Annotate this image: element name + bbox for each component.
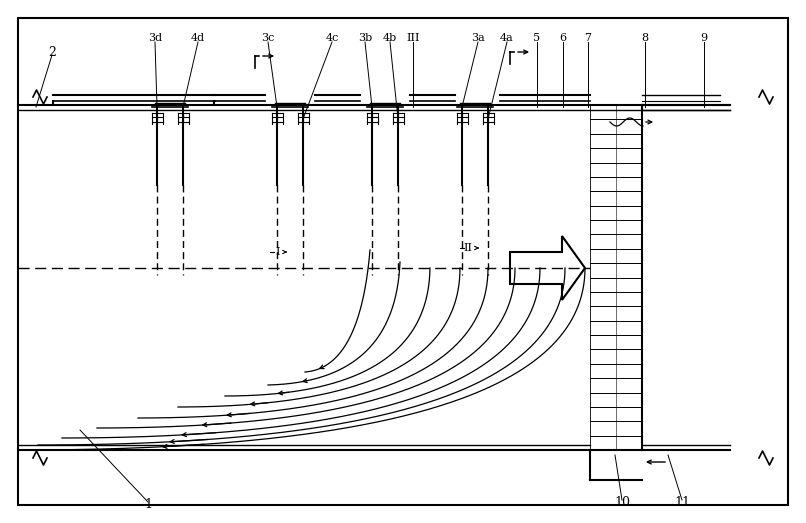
Bar: [590, 306, 642, 321]
Text: 8: 8: [642, 33, 649, 43]
Bar: [590, 292, 642, 306]
Bar: [590, 134, 642, 148]
Text: 3c: 3c: [261, 33, 275, 43]
Bar: [590, 105, 642, 119]
Bar: [590, 407, 642, 421]
Text: 6: 6: [559, 33, 567, 43]
Bar: [590, 148, 642, 163]
Polygon shape: [510, 236, 585, 300]
Bar: [590, 206, 642, 220]
Bar: [590, 436, 642, 450]
Text: I: I: [276, 247, 280, 257]
Bar: [590, 191, 642, 206]
Bar: [590, 278, 642, 292]
Bar: [590, 349, 642, 364]
Text: 11: 11: [674, 496, 690, 509]
Bar: [590, 177, 642, 191]
Text: 2: 2: [48, 46, 56, 59]
Text: 4c: 4c: [326, 33, 339, 43]
Text: 4b: 4b: [383, 33, 397, 43]
Text: 10: 10: [614, 496, 630, 509]
Text: II: II: [463, 243, 472, 253]
Text: 1: 1: [144, 498, 152, 511]
Bar: [590, 263, 642, 278]
Bar: [590, 378, 642, 392]
Bar: [590, 364, 642, 378]
Bar: [590, 234, 642, 249]
Text: 4d: 4d: [191, 33, 205, 43]
Text: 7: 7: [584, 33, 592, 43]
Text: 3a: 3a: [472, 33, 485, 43]
Bar: [590, 392, 642, 407]
Text: 3b: 3b: [358, 33, 372, 43]
Text: 5: 5: [534, 33, 541, 43]
Bar: [590, 421, 642, 436]
Text: 9: 9: [700, 33, 708, 43]
Bar: [590, 335, 642, 349]
Text: III: III: [406, 33, 420, 43]
Text: 3d: 3d: [148, 33, 162, 43]
Bar: [590, 321, 642, 335]
Bar: [590, 220, 642, 234]
Bar: [590, 119, 642, 134]
Bar: [590, 163, 642, 177]
Bar: [590, 249, 642, 263]
Text: 4a: 4a: [501, 33, 514, 43]
